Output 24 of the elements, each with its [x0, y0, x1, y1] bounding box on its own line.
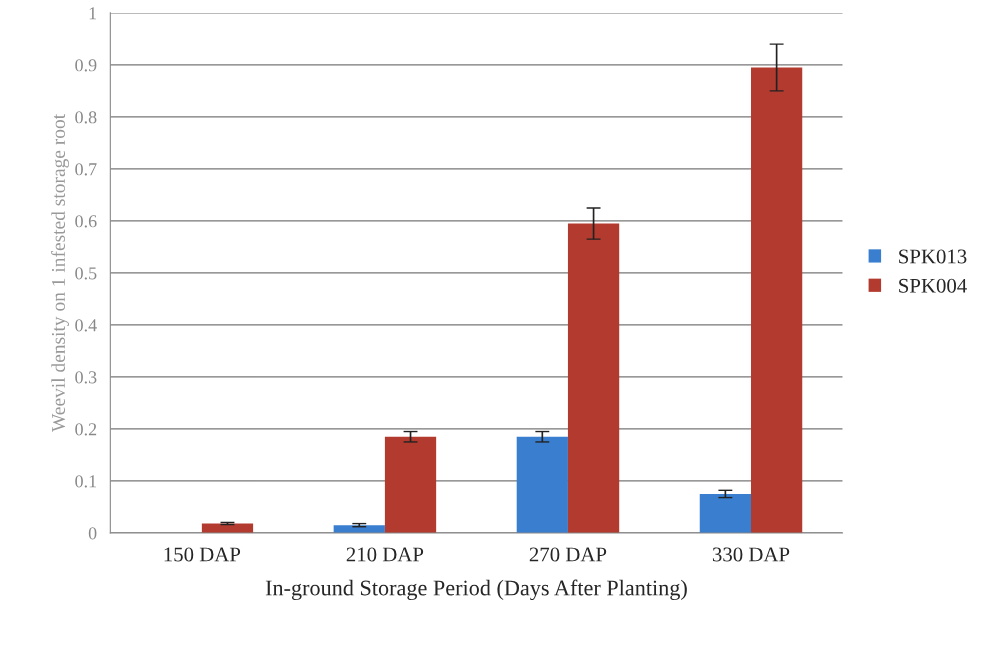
x-tick-label: 270 DAP: [529, 547, 607, 562]
legend-label: SPK004: [899, 278, 967, 293]
bar: [516, 436, 568, 533]
y-tick-label: 0.4: [75, 319, 97, 332]
x-tick-label: 330 DAP: [712, 547, 790, 562]
y-tick-label: 0.1: [75, 475, 97, 488]
y-tick-label: 0.5: [75, 267, 97, 280]
x-tick-label: 150 DAP: [164, 547, 241, 562]
legend-label: SPK013: [899, 249, 967, 264]
bar: [567, 223, 620, 533]
y-tick-label: 0: [88, 527, 97, 540]
y-tick-label: 1: [89, 7, 97, 20]
x-tick-label: 210 DAP: [346, 547, 424, 562]
y-tick-label: 0.2: [75, 423, 97, 436]
y-tick-label: 0.3: [75, 371, 97, 384]
y-axis-title: Weevil density on 1 infested storage root: [51, 114, 70, 432]
bar: [384, 436, 437, 533]
y-tick-label: 0.9: [75, 59, 97, 72]
y-tick-label: 0.6: [75, 215, 97, 228]
x-axis-title: In-ground Storage Period (Days After Planting): [265, 579, 687, 601]
y-tick-label: 0.8: [75, 111, 97, 124]
y-tick-label: 0.7: [75, 163, 97, 176]
bar: [699, 493, 751, 533]
bar: [751, 67, 803, 533]
